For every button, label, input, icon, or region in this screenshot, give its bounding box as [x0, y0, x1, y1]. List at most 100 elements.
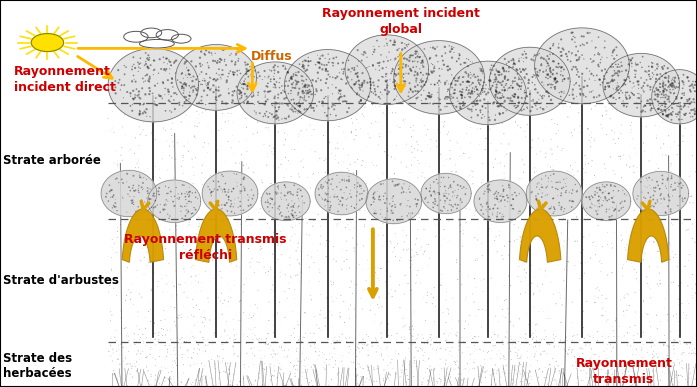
- Point: [566, 349, 577, 355]
- Point: [548, 291, 559, 297]
- Point: [541, 370, 552, 376]
- Point: [589, 299, 600, 305]
- Point: [675, 96, 687, 102]
- Point: [558, 47, 569, 53]
- Point: [456, 371, 467, 377]
- Point: [566, 347, 577, 353]
- Point: [284, 255, 296, 261]
- Point: [130, 187, 141, 194]
- Point: [182, 206, 193, 212]
- Point: [220, 173, 231, 179]
- Point: [338, 196, 349, 202]
- Point: [611, 198, 622, 204]
- Point: [121, 89, 132, 95]
- Point: [253, 69, 264, 75]
- Point: [213, 93, 224, 99]
- Point: [512, 67, 523, 73]
- Point: [547, 51, 558, 57]
- Point: [216, 142, 227, 148]
- Point: [176, 83, 187, 89]
- Point: [266, 149, 277, 155]
- Point: [624, 330, 635, 337]
- Point: [291, 356, 302, 362]
- Point: [274, 100, 285, 106]
- Point: [339, 66, 350, 72]
- Point: [373, 179, 384, 185]
- Point: [233, 195, 244, 201]
- Point: [493, 69, 504, 75]
- Point: [272, 111, 283, 117]
- Point: [549, 75, 560, 82]
- Point: [302, 82, 314, 88]
- Point: [390, 204, 401, 210]
- Point: [572, 214, 583, 220]
- Point: [444, 238, 455, 244]
- Point: [523, 85, 534, 91]
- Point: [262, 192, 273, 198]
- Point: [312, 157, 323, 163]
- Point: [626, 120, 637, 126]
- Point: [222, 118, 233, 124]
- Point: [680, 227, 691, 233]
- Point: [406, 257, 417, 264]
- Point: [227, 97, 238, 103]
- Point: [447, 325, 458, 331]
- Point: [185, 104, 197, 110]
- Point: [132, 68, 144, 74]
- Point: [408, 122, 419, 128]
- Point: [539, 172, 550, 178]
- Point: [300, 82, 312, 89]
- Point: [684, 226, 696, 232]
- Point: [648, 105, 659, 111]
- Point: [412, 201, 423, 207]
- Point: [590, 44, 602, 50]
- Point: [360, 144, 372, 150]
- Point: [259, 101, 270, 108]
- Point: [480, 188, 491, 195]
- Point: [453, 55, 464, 62]
- Point: [146, 204, 158, 211]
- Point: [480, 86, 491, 92]
- Point: [297, 88, 308, 94]
- Point: [503, 68, 514, 75]
- Point: [348, 225, 360, 231]
- Point: [445, 147, 456, 154]
- Point: [194, 368, 205, 374]
- Point: [498, 67, 509, 73]
- Point: [241, 138, 252, 144]
- Point: [673, 181, 684, 187]
- Point: [155, 318, 167, 324]
- Point: [422, 377, 434, 383]
- Point: [671, 329, 682, 335]
- Point: [584, 76, 595, 82]
- Point: [364, 377, 375, 383]
- Point: [431, 173, 442, 179]
- Point: [279, 182, 290, 188]
- Point: [324, 238, 335, 245]
- Point: [298, 164, 309, 170]
- Point: [326, 104, 337, 110]
- Point: [663, 83, 674, 89]
- Point: [657, 78, 668, 84]
- Point: [252, 305, 263, 311]
- Point: [510, 75, 521, 81]
- Point: [367, 343, 378, 349]
- Point: [602, 241, 613, 247]
- Point: [478, 348, 489, 354]
- Point: [328, 186, 339, 192]
- Point: [182, 122, 193, 128]
- Point: [161, 308, 172, 314]
- Point: [213, 66, 224, 72]
- Point: [330, 350, 341, 356]
- Point: [513, 347, 524, 353]
- Point: [417, 170, 428, 176]
- Point: [399, 41, 410, 47]
- Point: [113, 180, 124, 186]
- Point: [327, 82, 338, 88]
- Point: [595, 205, 606, 212]
- Point: [457, 376, 468, 382]
- Point: [234, 317, 245, 324]
- Point: [493, 318, 504, 324]
- Point: [242, 83, 253, 89]
- Point: [531, 184, 542, 190]
